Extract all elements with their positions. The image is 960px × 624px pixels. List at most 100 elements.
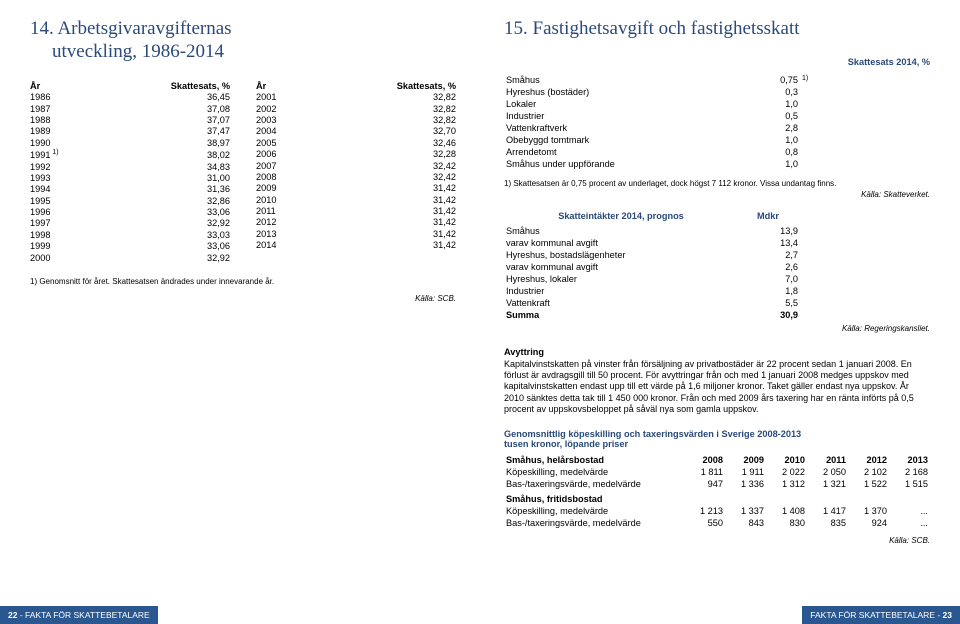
left-page: 14. Arbetsgivaravgifternas utveckling, 1… (0, 0, 480, 624)
rate-cell: 32,92 (85, 218, 230, 229)
year-cell: 2014 (256, 239, 311, 250)
value-cell: 1,8 (738, 286, 798, 296)
rate-cell: 32,92 (85, 252, 230, 263)
table-row: Bas-/taxeringsvärde, medelvärde550843830… (506, 518, 928, 528)
page-footer-left: 22 - FAKTA FÖR SKATTEBETALARE (0, 606, 158, 624)
year-cell: 1995 (30, 195, 85, 206)
sum-row: Summa30,9 (506, 310, 928, 320)
rate-table-1986-2000: År Skattesats, % 198636,45198737,0819883… (30, 80, 230, 264)
table-row: 199331,00 (30, 172, 230, 183)
table-row: Hyreshus (bostäder)0,3 (506, 87, 928, 97)
row-label: Bas-/taxeringsvärde, medelvärde (506, 518, 682, 528)
rate-cell: 32,46 (311, 137, 456, 148)
table-row: 198837,07 (30, 114, 230, 125)
table-row: Hyreshus, lokaler7,0 (506, 274, 928, 284)
table-row: 200832,42 (256, 171, 456, 182)
rate-cell: 32,86 (85, 195, 230, 206)
year-cell: 2007 (256, 160, 311, 171)
year-cell: 1986 (30, 92, 85, 103)
value-cell: 1 522 (848, 479, 887, 489)
item-cell: Småhus (506, 226, 736, 236)
property-type-cell: Hyreshus (bostäder) (506, 87, 736, 97)
year-header: 2012 (848, 455, 887, 465)
year-cell: 2008 (256, 171, 311, 182)
table-row: 198737,08 (30, 103, 230, 114)
table-row: Bas-/taxeringsvärde, medelvärde9471 3361… (506, 479, 928, 489)
table-row: Obebyggd tomtmark1,0 (506, 135, 928, 145)
year-cell: 1996 (30, 206, 85, 217)
year-cell: 1988 (30, 114, 85, 125)
tax-rate-footnote: 1) Skattesatsen är 0,75 procent av under… (504, 179, 930, 188)
year-cell: 1987 (30, 103, 85, 114)
year-cell: 1994 (30, 184, 85, 195)
rate-cell: 31,42 (311, 183, 456, 194)
page-footer-right: FAKTA FÖR SKATTEBETALARE - 23 (802, 606, 960, 624)
note-cell (800, 123, 928, 133)
year-cell: 2006 (256, 148, 311, 159)
table-row: 1991 1)38,02 (30, 148, 230, 160)
table-row: 201131,42 (256, 205, 456, 216)
table-row: Arrendetomt0,8 (506, 147, 928, 157)
purchase-heading1: Genomsnittlig köpeskilling och taxerings… (504, 429, 930, 439)
rate-cell: 0,8 (738, 147, 798, 157)
table-row: Lokaler1,0 (506, 99, 928, 109)
year-cell: 2003 (256, 114, 311, 125)
year-cell: 1991 1) (30, 148, 85, 160)
value-cell: 1 321 (807, 479, 846, 489)
property-type-cell: Obebyggd tomtmark (506, 135, 736, 145)
col-rate-header: Skattesats, % (311, 80, 456, 92)
value-cell: 835 (807, 518, 846, 528)
property-type-cell: Arrendetomt (506, 147, 736, 157)
rate-cell: 33,06 (85, 206, 230, 217)
year-header: 2011 (807, 455, 846, 465)
value-cell: 1 515 (889, 479, 928, 489)
note-cell: 1) (800, 75, 928, 85)
year-cell: 2012 (256, 217, 311, 228)
year-cell: 1993 (30, 172, 85, 183)
table-row: 200332,82 (256, 114, 456, 125)
section-header: Småhus, helårsbostad (506, 455, 682, 465)
table-row: 201431,42 (256, 239, 456, 250)
rate-cell: 37,07 (85, 114, 230, 125)
property-type-cell: Industrier (506, 111, 736, 121)
rate-cell: 37,47 (85, 126, 230, 137)
rate-cell: 33,06 (85, 241, 230, 252)
year-cell: 2002 (256, 103, 311, 114)
table-row: 199431,36 (30, 184, 230, 195)
rate-cell: 34,83 (85, 161, 230, 172)
value-cell: 1 911 (725, 467, 764, 477)
property-type-cell: Lokaler (506, 99, 736, 109)
table-row: Hyreshus, bostadslägenheter2,7 (506, 250, 928, 260)
table-row: 199532,86 (30, 195, 230, 206)
year-cell: 2001 (256, 92, 311, 103)
table-row: Småhus0,751) (506, 75, 928, 85)
rate-cell: 31,00 (85, 172, 230, 183)
year-header: 2010 (766, 455, 805, 465)
row-label: Köpeskilling, medelvärde (506, 467, 682, 477)
footnote: 1) Genomsnitt för året. Skattesatsen änd… (30, 277, 456, 286)
rate-cell: 36,45 (85, 92, 230, 103)
rate-tables: År Skattesats, % 198636,45198737,0819883… (30, 80, 456, 264)
table-row: 200032,92 (30, 252, 230, 263)
value-cell: 947 (684, 479, 723, 489)
value-cell: ... (889, 506, 928, 516)
source-label: Källa: SCB. (504, 536, 930, 545)
value-cell: ... (889, 518, 928, 528)
rate-cell: 1,0 (738, 159, 798, 169)
table-row: 198636,45 (30, 92, 230, 103)
table-row: 199038,97 (30, 137, 230, 148)
col-year-header: År (30, 80, 85, 92)
table-row: 200432,70 (256, 126, 456, 137)
rate-cell: 0,5 (738, 111, 798, 121)
note-cell (800, 99, 928, 109)
page-number: 23 (943, 610, 952, 620)
sum-value: 30,9 (738, 310, 798, 320)
section-14-title: 14. Arbetsgivaravgifternas utveckling, 1… (30, 18, 456, 64)
section-header: Småhus, fritidsbostad (506, 491, 928, 504)
item-cell: Industrier (506, 286, 736, 296)
year-cell: 2005 (256, 137, 311, 148)
rate-cell: 31,42 (311, 239, 456, 250)
table-row: 199633,06 (30, 206, 230, 217)
table-row: varav kommunal avgift2,6 (506, 262, 928, 272)
value-cell: 1 408 (766, 506, 805, 516)
